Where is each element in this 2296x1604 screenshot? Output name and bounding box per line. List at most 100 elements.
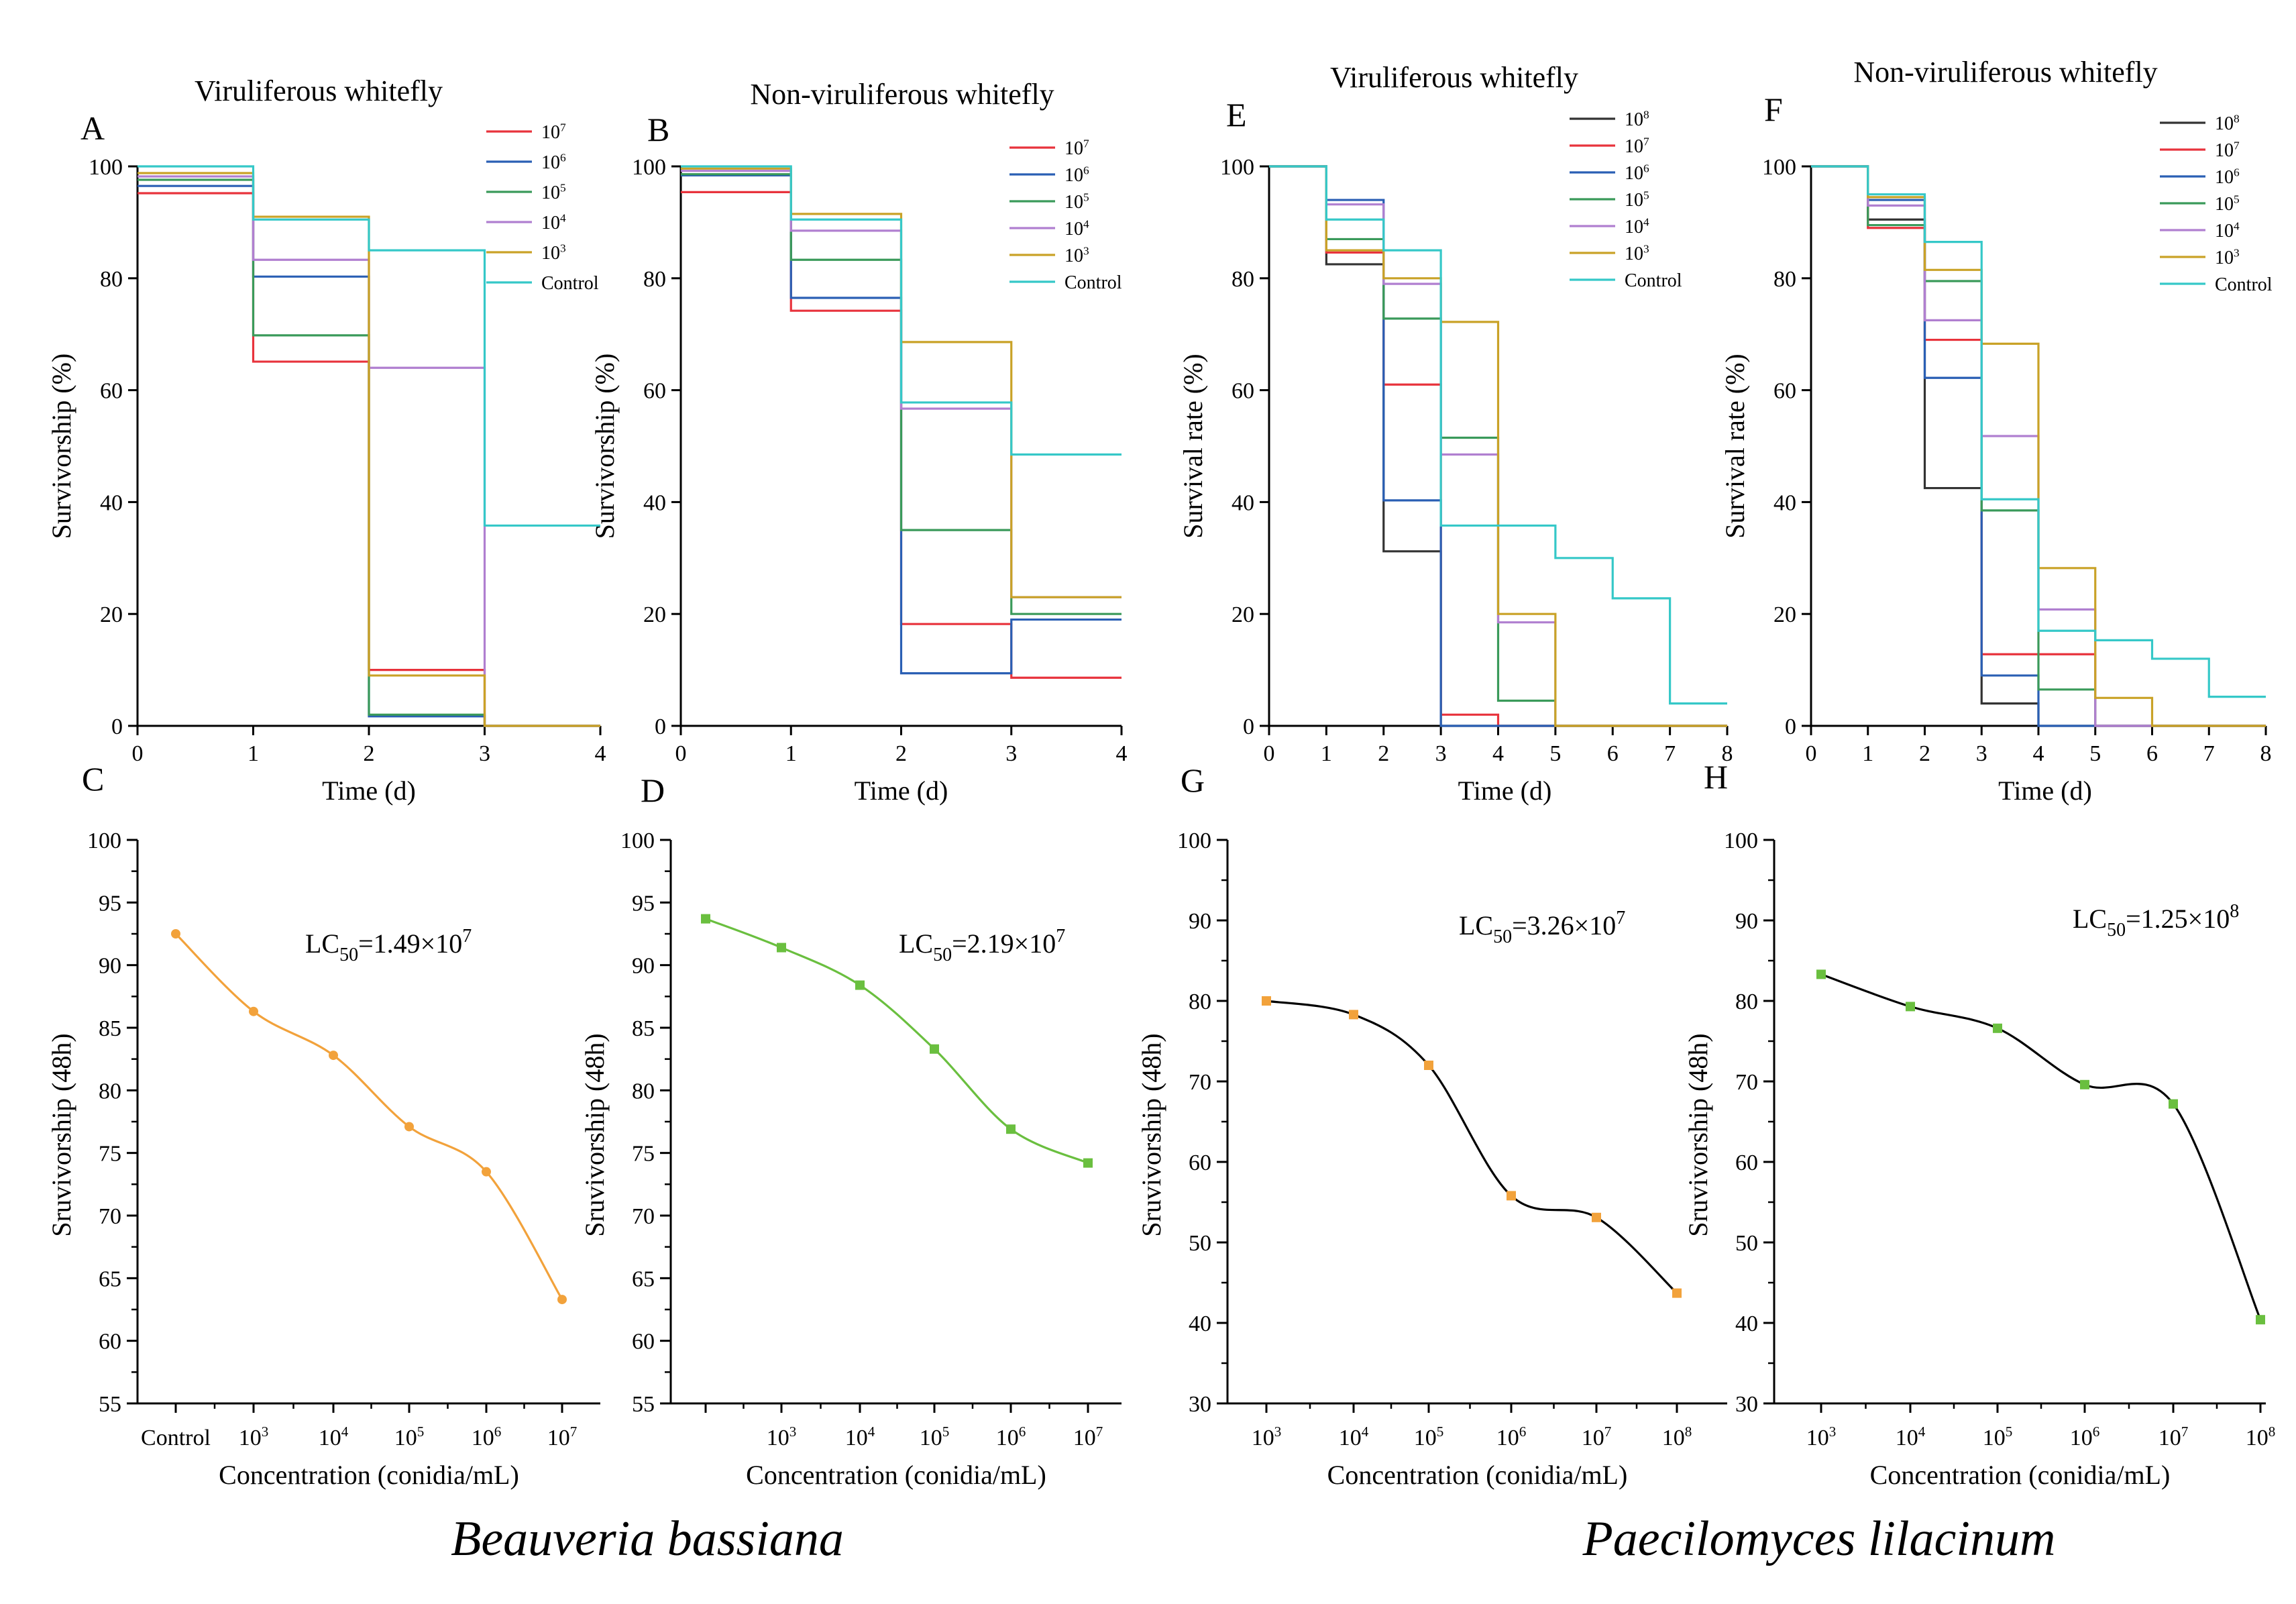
data-point-C-3	[404, 1122, 414, 1132]
y-tick-label-G: 40	[1189, 1312, 1211, 1336]
group-label-paecilomyces: Paecilomyces lilacinum	[1582, 1511, 2056, 1566]
panel-title-E: Viruliferous whitefly	[1330, 61, 1578, 94]
legend-label-E: 108	[1625, 108, 1649, 130]
data-point-C-2	[329, 1051, 338, 1061]
x-tick-label-F: 0	[1806, 741, 1817, 766]
x-tick-label-E: 0	[1264, 741, 1275, 766]
y-label-F: Survival rate (%)	[1720, 354, 1750, 538]
data-point-D-1	[777, 943, 786, 953]
x-tick-label-B: 1	[785, 741, 797, 766]
x-tick-label-F: 1	[1862, 741, 1873, 766]
y-tick-label-F: 80	[1773, 267, 1796, 292]
y-tick-label-D: 85	[632, 1016, 655, 1041]
x-tick-label-C: 107	[547, 1424, 578, 1450]
panel-letter-A: A	[80, 109, 105, 147]
y-tick-label-C: 100	[87, 828, 121, 853]
y-tick-label-A: 100	[89, 155, 123, 180]
data-point-D-3	[930, 1044, 939, 1054]
x-tick-label-B: 0	[675, 741, 687, 766]
panel-title-F: Non-viruliferous whitefly	[1853, 56, 2157, 89]
x-label-B: Time (d)	[855, 776, 948, 806]
y-tick-label-H: 100	[1724, 828, 1758, 853]
data-point-G-1	[1349, 1010, 1358, 1020]
x-label-E: Time (d)	[1458, 776, 1552, 806]
y-tick-label-B: 80	[643, 267, 666, 292]
y-tick-label-D: 55	[632, 1392, 655, 1417]
panel-letter-H: H	[1704, 758, 1728, 796]
x-tick-label-F: 2	[1919, 741, 1930, 766]
data-point-D-0	[701, 914, 710, 924]
y-tick-label-C: 90	[99, 954, 121, 979]
y-tick-label-C: 85	[99, 1016, 121, 1041]
panel-F: 0 1 2 3 4 5 6 7 8020406080100108107106105104103C…	[1720, 56, 2273, 806]
series-line-F-5	[1811, 165, 2266, 727]
y-label-A: Survivorship (%)	[46, 354, 76, 539]
x-label-D: Concentration (conidia/mL)	[746, 1460, 1046, 1490]
y-tick-label-D: 80	[632, 1079, 655, 1104]
y-tick-label-D: 70	[632, 1204, 655, 1229]
x-label-F: Time (d)	[1998, 776, 2092, 806]
x-tick-label-E: 4	[1492, 741, 1504, 766]
legend-label-A: 106	[541, 151, 566, 173]
panel-B: 0 1 2 3 4020406080100107106105104103ControlN…	[590, 78, 1128, 806]
y-tick-label-F: 40	[1773, 490, 1796, 515]
y-tick-label-E: 40	[1232, 490, 1254, 515]
panel-letter-E: E	[1226, 96, 1247, 133]
y-tick-label-F: 100	[1762, 155, 1796, 180]
y-tick-label-F: 20	[1773, 602, 1796, 627]
x-tick-label-F: 8	[2260, 741, 2272, 766]
y-tick-label-H: 80	[1735, 990, 1758, 1014]
y-label-H: Sruvivorship (48h)	[1683, 1033, 1713, 1236]
panel-A: 0 1 2 3 4020406080100107106105104103ControlV…	[46, 74, 606, 806]
y-tick-label-A: 80	[100, 267, 123, 292]
y-tick-label-G: 60	[1189, 1151, 1211, 1175]
y-tick-label-C: 55	[99, 1392, 121, 1417]
series-curve-C	[174, 932, 563, 1300]
y-tick-label-D: 65	[632, 1267, 655, 1291]
data-point-G-3	[1507, 1191, 1516, 1201]
y-tick-label-B: 20	[643, 602, 666, 627]
data-point-H-1	[1906, 1002, 1915, 1012]
y-tick-label-E: 80	[1232, 267, 1254, 292]
data-point-D-4	[1006, 1124, 1016, 1134]
y-tick-label-G: 70	[1189, 1070, 1211, 1095]
y-tick-label-B: 0	[655, 714, 666, 739]
data-point-H-2	[1993, 1023, 2002, 1033]
x-tick-label-E: 5	[1549, 741, 1561, 766]
x-tick-label-B: 2	[895, 741, 907, 766]
x-label-A: Time (d)	[322, 776, 416, 806]
panel-letter-G: G	[1181, 761, 1205, 799]
y-tick-label-G: 90	[1189, 909, 1211, 934]
panel-E: 0 1 2 3 4 5 6 7 8020406080100108107106105104103C…	[1178, 61, 1733, 806]
y-tick-label-G: 80	[1189, 990, 1211, 1014]
y-tick-label-C: 75	[99, 1142, 121, 1167]
panel-title-A: Viruliferous whitefly	[195, 74, 443, 107]
y-tick-label-E: 20	[1232, 602, 1254, 627]
y-tick-label-D: 95	[632, 891, 655, 916]
y-label-E: Survival rate (%)	[1178, 354, 1208, 538]
data-point-G-5	[1672, 1288, 1682, 1298]
x-tick-label-F: 4	[2033, 741, 2044, 766]
y-tick-label-A: 0	[111, 714, 123, 739]
series-line-F-6	[1811, 165, 2266, 698]
legend-label-F: Control	[2215, 274, 2273, 295]
y-tick-label-F: 0	[1785, 714, 1796, 739]
data-point-C-1	[249, 1006, 258, 1016]
x-tick-label-F: 3	[1976, 741, 1987, 766]
y-tick-label-E: 100	[1220, 155, 1254, 180]
series-line-E-6	[1269, 165, 1727, 705]
data-point-H-4	[2169, 1099, 2178, 1109]
y-label-C: Sruvivorship (48h)	[46, 1033, 76, 1236]
x-tick-label-A: 0	[132, 741, 144, 766]
series-line-E-5	[1269, 165, 1727, 727]
y-tick-label-A: 20	[100, 602, 123, 627]
y-tick-label-C: 95	[99, 891, 121, 916]
x-label-C: Concentration (conidia/mL)	[219, 1460, 519, 1490]
legend-label-F: 103	[2215, 246, 2240, 268]
data-point-D-2	[855, 980, 865, 990]
data-point-C-4	[482, 1167, 491, 1177]
y-tick-label-G: 100	[1177, 828, 1211, 853]
x-tick-label-G: 108	[1662, 1424, 1692, 1450]
